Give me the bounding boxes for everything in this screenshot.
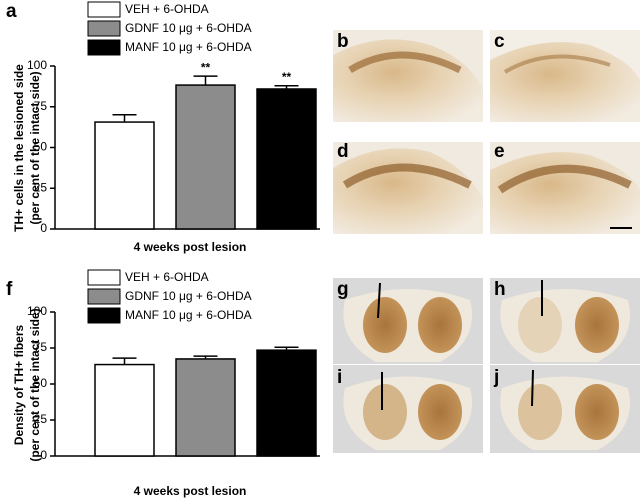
y-axis-label: (per cent of the intact side) — [28, 71, 42, 224]
panel-letter: e — [494, 141, 505, 162]
bar — [256, 88, 317, 230]
panel-letter: a — [6, 1, 17, 22]
legend-swatch — [87, 288, 121, 305]
panel-letter: i — [337, 367, 342, 388]
panel-letter: c — [494, 31, 505, 52]
legend-label: GDNF 10 μg + 6-OHDA — [125, 21, 252, 35]
x-axis-label: 4 weeks post lesion — [134, 240, 247, 254]
legend-label: GDNF 10 μg + 6-OHDA — [125, 289, 252, 303]
y-tick-label: 0 — [40, 448, 47, 462]
panel-letter: f — [6, 279, 13, 300]
legend-swatch — [87, 39, 121, 56]
y-axis-label: Density of TH+ fibers — [12, 324, 26, 445]
legend-label: MANF 10 μg + 6-OHDA — [125, 40, 252, 54]
significance-label: ** — [201, 60, 211, 74]
panel-letter: j — [493, 367, 499, 388]
legend-swatch — [87, 1, 121, 18]
micrograph-e — [490, 142, 640, 234]
y-tick-label: 50 — [34, 376, 48, 390]
legend-swatch — [87, 269, 121, 286]
micrographs — [333, 30, 640, 453]
bar — [94, 121, 155, 230]
panel-letter: g — [337, 279, 349, 300]
micrograph-g — [333, 278, 483, 364]
legend-label: MANF 10 μg + 6-OHDA — [125, 308, 252, 322]
micrograph-c — [490, 30, 640, 123]
y-tick-label: 50 — [34, 140, 48, 154]
bar — [175, 358, 236, 457]
legend-swatch — [87, 307, 121, 324]
y-tick-label: 75 — [34, 99, 48, 113]
legend-label: VEH + 6-OHDA — [125, 2, 209, 16]
x-axis-label: 4 weeks post lesion — [134, 484, 247, 498]
micrograph-b — [333, 30, 483, 122]
y-axis-label: (per cent of the intact side) — [28, 308, 42, 461]
panel-letter: d — [337, 141, 349, 162]
significance-label: ** — [282, 70, 292, 84]
y-tick-label: 0 — [40, 221, 47, 235]
y-tick-label: 100 — [27, 304, 47, 318]
bar — [94, 363, 155, 457]
y-tick-label: 25 — [34, 412, 48, 426]
legend-swatch — [87, 20, 121, 37]
micrograph-d — [333, 142, 483, 234]
y-tick-label: 25 — [34, 180, 48, 194]
micrograph-h — [490, 278, 640, 364]
legend-label: VEH + 6-OHDA — [125, 270, 209, 284]
panel-letter: b — [337, 31, 349, 52]
y-axis-label: TH+ cells in the lesioned side — [12, 64, 26, 232]
micrograph-j — [490, 365, 640, 453]
bar — [175, 84, 236, 230]
y-tick-label: 100 — [27, 58, 47, 72]
bar — [256, 349, 317, 457]
y-tick-label: 75 — [34, 340, 48, 354]
panel-letter: h — [494, 279, 506, 300]
micrograph-i — [333, 365, 483, 453]
